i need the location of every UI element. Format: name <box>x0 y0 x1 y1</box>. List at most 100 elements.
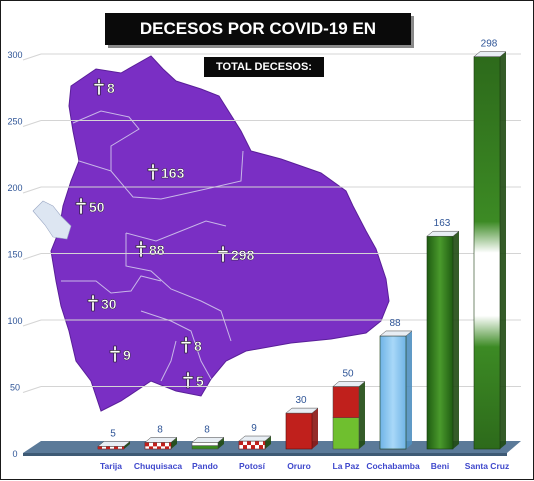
bar-top <box>285 407 319 414</box>
bar-side <box>500 51 506 449</box>
y-tick-label: 100 <box>7 316 22 326</box>
bar-front-top <box>332 386 360 418</box>
value-label: 9 <box>251 423 257 434</box>
bar-check <box>239 441 243 446</box>
total-deaths-value: 659 <box>254 81 274 93</box>
category-label: Oruro <box>287 461 311 471</box>
cross-bar <box>75 202 87 206</box>
cross-bar <box>93 83 105 87</box>
bar-group <box>97 51 507 450</box>
bar-check <box>157 446 161 449</box>
bar-top <box>473 51 507 57</box>
bar-front-bottom <box>191 445 219 450</box>
map-label-group: 8 163 50 88 298 30 8 9 5 <box>75 78 255 389</box>
bar-top <box>379 330 413 337</box>
bar-check <box>161 442 165 447</box>
category-label: Chuquisaca <box>134 461 182 471</box>
bar-check <box>122 446 124 449</box>
bar-check <box>243 445 247 449</box>
map-label: 50 <box>75 197 105 215</box>
bar-top <box>238 435 272 442</box>
bar-check <box>165 446 169 449</box>
category-label: Tarija <box>100 461 122 471</box>
cross-icon <box>186 371 190 389</box>
cross-icon <box>151 163 155 181</box>
y-tick-label: 50 <box>10 383 20 393</box>
y-tick-label: 250 <box>7 117 22 127</box>
category-label: Santa Cruz <box>465 461 509 471</box>
cross-icon <box>91 294 95 312</box>
bar-tarija <box>97 441 131 450</box>
bar-side <box>312 408 318 449</box>
bar-side <box>218 437 224 449</box>
bar-check <box>153 442 157 447</box>
bar-front-bottom <box>332 417 360 450</box>
map-label: 30 <box>87 294 117 312</box>
category-label: Beni <box>431 461 449 471</box>
y-axis-ticks: 0 50 100 150 200 250 300 <box>7 50 22 459</box>
bar-side <box>359 381 365 449</box>
value-label: 50 <box>342 369 354 380</box>
map-value: 30 <box>101 296 117 312</box>
map-label: 5 <box>182 371 204 389</box>
bar-la-paz <box>332 381 366 450</box>
bar-check <box>114 446 118 449</box>
bar-side <box>453 231 459 449</box>
cross-icon <box>139 240 143 258</box>
map-value: 163 <box>161 165 185 181</box>
total-deaths-box: TOTAL DECESOS: 659 <box>204 57 324 93</box>
y-tick-label: 0 <box>12 449 17 459</box>
bar-side <box>265 436 271 449</box>
bar-check <box>149 446 153 449</box>
cross-icon <box>184 336 188 354</box>
bar-oruro <box>285 407 319 450</box>
lake-titicaca <box>32 200 72 240</box>
cross-icon <box>113 345 117 363</box>
cross-bar <box>182 376 194 380</box>
cross-bar <box>135 245 147 249</box>
gridline-side <box>22 253 42 260</box>
bar-check <box>251 445 255 449</box>
gridline-side <box>22 319 42 327</box>
gridline-side <box>22 386 42 393</box>
bar-front <box>285 412 313 450</box>
chart-title: DECESOS POR COVID-19 EN BOLIVIA <box>105 13 411 70</box>
bar-front-top <box>191 442 219 446</box>
value-label: 8 <box>157 424 163 435</box>
map-label: 9 <box>109 345 131 363</box>
map-label: 163 <box>147 163 185 181</box>
bar-check <box>145 442 149 447</box>
bar-check <box>263 441 265 446</box>
cross-icon <box>97 78 101 96</box>
floor-front <box>23 453 507 456</box>
bar-check <box>259 445 263 449</box>
bar-top <box>191 437 225 443</box>
bar-pando <box>191 437 225 450</box>
bolivia-map: 8 163 50 88 298 30 8 9 5 <box>32 55 390 412</box>
map-label: 8 <box>93 78 115 96</box>
category-label: Pando <box>192 461 218 471</box>
cross-bar <box>217 250 229 254</box>
map-shape <box>50 55 390 412</box>
total-deaths-label: TOTAL DECESOS: <box>216 61 312 73</box>
map-value: 88 <box>149 242 165 258</box>
bar-front <box>473 56 501 450</box>
bar-beni <box>426 230 460 450</box>
value-label: 5 <box>110 428 116 439</box>
y-tick-label: 150 <box>7 250 22 260</box>
bar-check <box>106 446 110 449</box>
bar-potosí <box>238 435 272 450</box>
bar-chuquisaca <box>144 437 178 450</box>
bar-check <box>169 442 171 447</box>
y-tick-label: 200 <box>7 183 22 193</box>
category-label: Cochabamba <box>366 461 420 471</box>
bar-top <box>97 441 131 447</box>
gridline-side <box>22 186 42 194</box>
category-labels: Tarija Chuquisaca Pando Potosí Oruro La Paz Co… <box>100 461 509 471</box>
gridline-side <box>22 120 42 127</box>
bar-front <box>379 335 407 450</box>
cross-bar <box>180 341 192 345</box>
